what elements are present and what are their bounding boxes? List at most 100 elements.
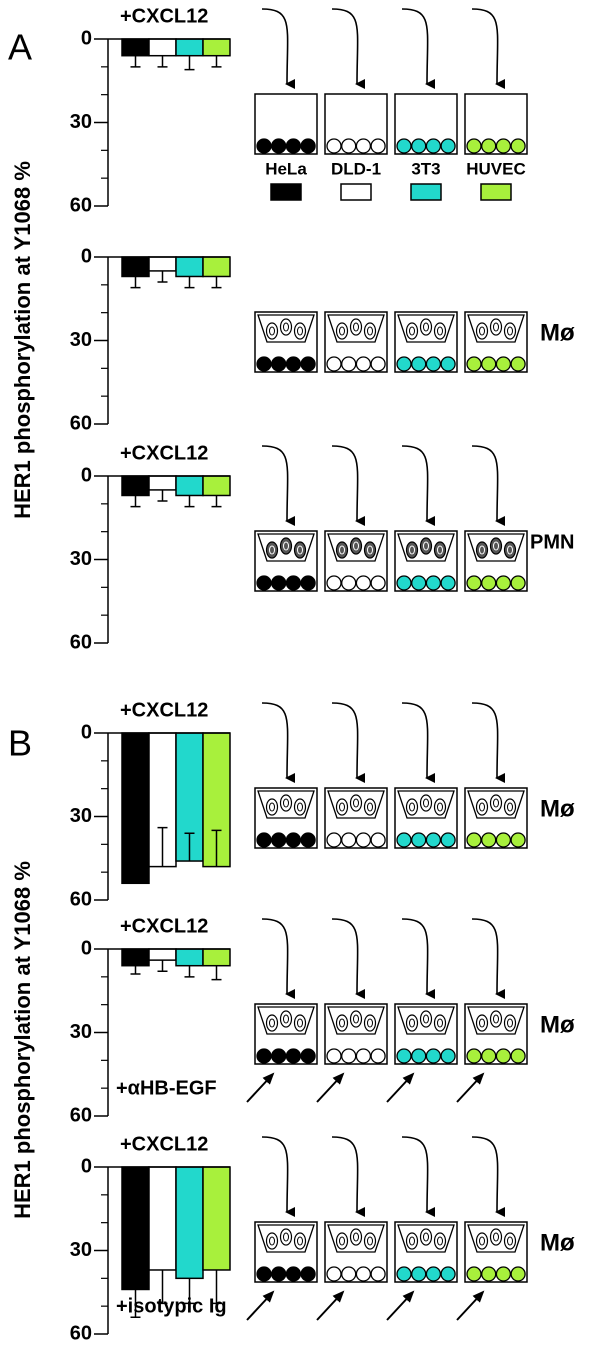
- bar: [175, 1166, 204, 1280]
- insert-cell: [433, 1232, 447, 1250]
- insert: [467, 1224, 525, 1253]
- insert-cell: [335, 322, 349, 340]
- error-bar: [130, 965, 141, 975]
- bar: [202, 1166, 231, 1271]
- insert-nucleus: [367, 1018, 373, 1028]
- cell-monolayer: [440, 575, 456, 591]
- insert: [327, 533, 385, 562]
- insert-cell: [335, 1232, 349, 1250]
- cell-monolayer: [466, 1266, 482, 1282]
- cell-monolayer: [285, 1048, 302, 1064]
- legend-label: DLD-1: [331, 159, 381, 178]
- insert-cell: [349, 1228, 363, 1246]
- bar: [175, 475, 204, 497]
- cell-label: Mø: [540, 795, 575, 822]
- cell-monolayer: [256, 1048, 272, 1064]
- y-tick-label: 60: [70, 888, 92, 910]
- cell-monolayer: [285, 138, 302, 154]
- y-tick-label: 60: [70, 194, 92, 216]
- insert-cell: [279, 794, 293, 812]
- insert-nucleus: [479, 545, 485, 555]
- cell-monolayer: [355, 356, 372, 372]
- insert-cell: [335, 798, 349, 816]
- error-bar: [130, 1289, 141, 1319]
- flow-arrow: [401, 1136, 436, 1218]
- treatment-label: +CXCL12: [120, 915, 208, 937]
- cell-monolayer: [440, 1048, 456, 1064]
- insert: [327, 1224, 385, 1253]
- insert-nucleus: [283, 798, 289, 808]
- y-tick-label: 30: [70, 1239, 92, 1261]
- cell-monolayer: [326, 356, 342, 372]
- flow-arrow: [471, 445, 506, 527]
- insert-nucleus: [269, 545, 275, 555]
- error-bar: [184, 965, 195, 978]
- legend-swatch: [480, 183, 512, 201]
- antibody-arrow: [456, 1072, 485, 1103]
- legend-label: 3T3: [411, 159, 440, 178]
- cell-label: Mø: [540, 319, 575, 346]
- cell-monolayer: [495, 1266, 512, 1282]
- cell-monolayer: [495, 138, 512, 154]
- cell-monolayer: [341, 356, 357, 372]
- cell-monolayer: [300, 138, 316, 154]
- insert-cell: [349, 318, 363, 336]
- y-tick-label: 30: [70, 805, 92, 827]
- cell-monolayer: [466, 1048, 482, 1064]
- cell-monolayer: [355, 1266, 372, 1282]
- cell-monolayer: [510, 1266, 526, 1282]
- flow-arrow: [401, 8, 436, 90]
- insert-cell: [405, 322, 419, 340]
- insert-cell: [503, 798, 517, 816]
- insert: [257, 533, 315, 562]
- error-bar: [184, 495, 195, 508]
- insert-nucleus: [479, 1018, 485, 1028]
- error-bar: [184, 1278, 195, 1305]
- insert-nucleus: [423, 1232, 429, 1242]
- insert-nucleus: [479, 1236, 485, 1246]
- cell-monolayer: [411, 575, 427, 591]
- flow-arrow: [471, 1136, 506, 1218]
- cell-monolayer: [256, 1266, 272, 1282]
- panel-label: A: [8, 27, 32, 68]
- flow-arrow: [471, 702, 506, 784]
- insert-nucleus: [479, 802, 485, 812]
- flow-arrow: [331, 918, 366, 1000]
- insert: [397, 790, 455, 819]
- insert-cell: [279, 1010, 293, 1028]
- legend-label: HUVEC: [466, 159, 526, 178]
- cell-monolayer: [396, 1266, 412, 1282]
- insert-cell: [363, 541, 377, 559]
- cell-monolayer: [495, 832, 512, 848]
- cell-monolayer: [355, 832, 372, 848]
- insert-cell: [265, 541, 279, 559]
- y-tick-label: 0: [81, 721, 92, 743]
- bar: [148, 1166, 177, 1271]
- error-bar: [130, 276, 141, 289]
- insert-cell: [489, 794, 503, 812]
- insert: [467, 1006, 525, 1035]
- cell-monolayer: [411, 356, 427, 372]
- cell-monolayer: [326, 575, 342, 591]
- y-tick-label: 30: [70, 548, 92, 570]
- insert-cell: [489, 318, 503, 336]
- y-tick-label: 60: [70, 1104, 92, 1126]
- cell-monolayer: [510, 356, 526, 372]
- insert-nucleus: [423, 1014, 429, 1024]
- insert-nucleus: [507, 802, 513, 812]
- error-bar: [130, 55, 141, 68]
- insert: [257, 1224, 315, 1253]
- cell-label: Mø: [540, 1229, 575, 1256]
- insert-nucleus: [297, 1018, 303, 1028]
- treatment-label: +CXCL12: [120, 442, 208, 464]
- insert-nucleus: [409, 1236, 415, 1246]
- flow-arrow: [331, 445, 366, 527]
- antibody-arrow: [246, 1072, 275, 1103]
- y-tick-label: 0: [81, 464, 92, 486]
- error-bar: [157, 826, 168, 867]
- cell-monolayer: [396, 356, 412, 372]
- insert-cell: [335, 541, 349, 559]
- cell-monolayer: [510, 832, 526, 848]
- y-tick-label: 30: [70, 111, 92, 133]
- cell-monolayer: [425, 356, 442, 372]
